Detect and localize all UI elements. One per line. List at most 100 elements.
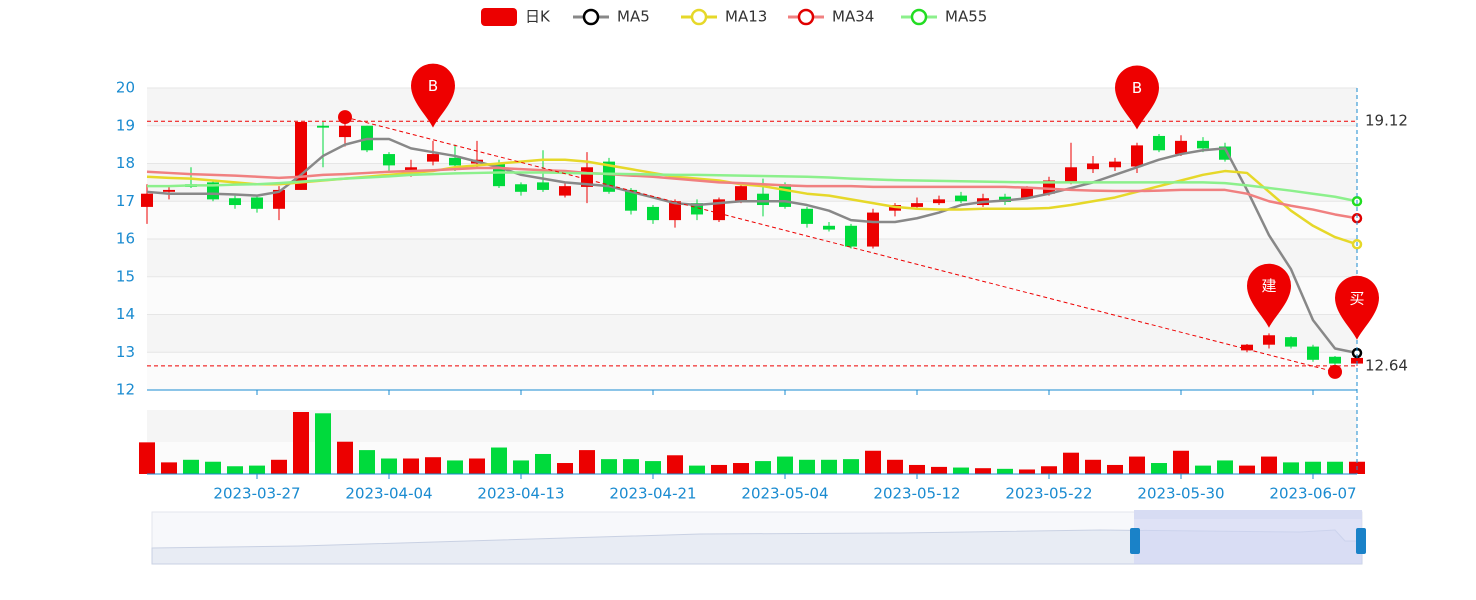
volume-bar (1173, 450, 1189, 474)
volume-bar (689, 465, 705, 474)
volume-bar (557, 463, 573, 474)
volume-bar (293, 412, 309, 474)
x-tick-label: 2023-04-04 (345, 485, 432, 503)
x-tick-label: 2023-05-30 (1137, 485, 1224, 503)
candle-body (955, 195, 967, 202)
volume-bar (909, 464, 925, 474)
y-tick-label: 13 (116, 343, 135, 361)
ma-line (147, 171, 1358, 203)
candle-body (1241, 344, 1253, 351)
zoom-window[interactable] (1134, 512, 1362, 564)
candle-body (625, 189, 637, 211)
candle-body (1329, 356, 1341, 364)
legend-icon (481, 8, 517, 26)
candle-body (1263, 335, 1275, 345)
band (147, 352, 1357, 390)
volume-bar (887, 459, 903, 474)
volume-bar (271, 459, 287, 474)
y-tick-label: 15 (116, 267, 135, 285)
y-tick-label: 12 (116, 381, 135, 399)
mark-pin (1115, 65, 1159, 130)
candle-body (735, 186, 747, 202)
volume-bar (953, 467, 969, 474)
volume-bar (139, 442, 155, 474)
volume-bar (1129, 456, 1145, 474)
candle-body (383, 154, 395, 166)
candle-body (1043, 180, 1055, 194)
volume-bar (645, 461, 661, 474)
mark-pin (1247, 263, 1291, 328)
volume-bar (1327, 461, 1343, 474)
candle-body (1065, 167, 1077, 183)
data-zoom[interactable] (151, 510, 1366, 565)
legend-icon (797, 8, 815, 26)
x-tick-label: 2023-03-27 (213, 485, 300, 503)
candle-body (1109, 161, 1121, 168)
candle-body (647, 206, 659, 221)
y-tick-label: 14 (116, 305, 135, 323)
volume-bar (227, 466, 243, 474)
volume-bar (403, 458, 419, 474)
volume-bar (997, 468, 1013, 474)
candle-body (141, 193, 153, 207)
candle-body (559, 186, 571, 196)
candle-body (691, 203, 703, 215)
volume-bar (205, 461, 221, 474)
volume-bar (821, 459, 837, 474)
zoom-handle[interactable] (1130, 528, 1140, 554)
mark-pin-label: 买 (1349, 289, 1364, 307)
mark-pin (1335, 275, 1379, 340)
x-tick-label: 2023-04-13 (477, 485, 564, 503)
volume-bar (711, 464, 727, 474)
trend-point (338, 110, 352, 125)
legend-icon (690, 8, 708, 26)
legend-icon (910, 8, 928, 26)
candle-body (1153, 135, 1165, 151)
x-tick-label: 2023-05-04 (741, 485, 828, 503)
volume-bar (777, 456, 793, 474)
candle-body (229, 198, 241, 206)
candle-body (845, 225, 857, 247)
y-tick-label: 17 (116, 192, 135, 210)
volume-bar (843, 459, 859, 474)
mark-line-label: 12.64 (1365, 356, 1408, 374)
volume-bar (359, 450, 375, 474)
volume-bar (447, 460, 463, 474)
candle-body (295, 121, 307, 190)
volume-bar (1041, 466, 1057, 474)
zoom-handle[interactable] (1356, 528, 1366, 554)
trend-line (344, 116, 1336, 373)
volume-bar (1085, 459, 1101, 474)
volume-bar (1217, 460, 1233, 474)
candle-body (669, 201, 681, 221)
zoom-bar[interactable] (1134, 510, 1362, 519)
x-tick-label: 2023-05-12 (873, 485, 960, 503)
ma-line (146, 137, 1358, 355)
candle-body (537, 182, 549, 190)
candle-body (405, 167, 417, 172)
volume-bar (733, 463, 749, 474)
candle-body (1021, 188, 1033, 199)
volume-bar (535, 453, 551, 474)
candle-body (317, 125, 329, 128)
mark-pin-label: 建 (1261, 277, 1276, 295)
volume-bar (579, 450, 595, 474)
candle-body (515, 184, 527, 192)
legend-label: 日K (525, 8, 551, 26)
candle-body (251, 197, 263, 209)
volume-bar (315, 413, 331, 474)
volume-bar (161, 462, 177, 474)
band (147, 239, 1357, 277)
volume-bar (337, 441, 353, 474)
volume-bar (1195, 465, 1211, 474)
volume-bar (931, 466, 947, 474)
volume-band (147, 410, 1357, 442)
candle-body (867, 212, 879, 247)
volume-bar (1261, 456, 1277, 474)
legend-icon (582, 8, 600, 26)
volume-bar (1283, 462, 1299, 474)
legend-label: MA55 (945, 8, 987, 26)
candle-body (801, 208, 813, 224)
volume-bar (425, 457, 441, 474)
